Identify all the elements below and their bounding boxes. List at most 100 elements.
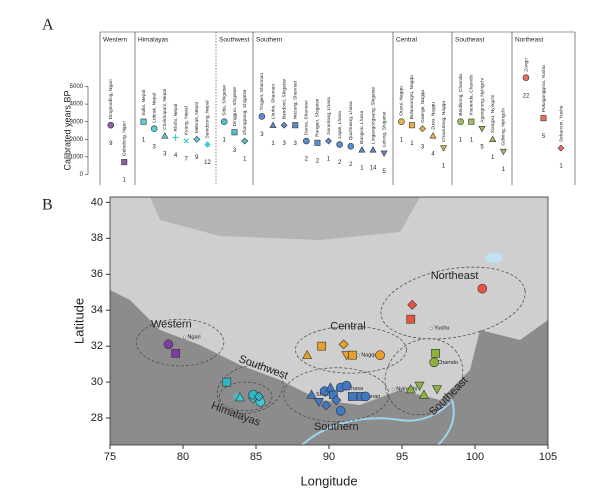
y-axis-title: Calibrated years BP [62,90,72,170]
y-tick-label: 1000 [70,154,84,160]
marker [121,159,128,166]
sample-count: 5 [382,169,386,175]
site-label: Zongri [523,58,529,72]
sample-count: 12 [204,160,211,166]
marker [419,125,426,133]
panel-label: A [42,17,54,34]
site-label: Gebulong, Ngari [121,121,127,156]
site-label: Beidikong, Chamdo [458,73,464,115]
city-label: Yushu [434,326,449,332]
y-tick-label: 28 [91,412,103,424]
marker [336,141,343,148]
marker [163,339,174,350]
marker [321,400,332,411]
marker [418,389,429,399]
sample-count: 3 [421,144,425,150]
x-tick-label: 90 [323,451,335,463]
sample-count: 3 [282,141,286,147]
site-label: Lajue, Lhasa [337,111,343,139]
panel-label: B [42,197,53,214]
site-label: Ouzui, Nagqu [399,86,405,116]
sample-count: 2 [349,162,353,168]
site-label: Gaerge, Nagqu [420,90,426,123]
marker [313,397,324,407]
marker [183,138,189,144]
site-label: Mebrak, Nepal [194,102,200,133]
site-label: Zhongpang, Shigatse [242,89,248,135]
city-label: Ngari [187,335,200,341]
site-label: Sitla, Shigatse [221,85,227,116]
marker [348,350,357,360]
site-label: Nezang, Shannan [292,80,298,119]
marker [258,113,266,120]
marker [303,137,310,145]
site-label: Gdiving, Nyingchi [501,108,507,145]
marker [478,126,486,133]
x-tick-label: 100 [466,451,484,463]
y-tick-label: 2000 [70,137,84,143]
sample-count: 1 [442,164,446,170]
site-label: Jiarunlang, Lhasa [326,97,332,135]
marker [489,135,497,142]
site-label: Lingangongsang, Shigatse [370,87,376,144]
region-outline [216,364,284,414]
site-label: Qiazhuang, Lhasa [348,101,354,140]
region-outline [380,266,526,340]
marker [107,121,115,129]
city-label: Lhasa [348,386,364,392]
site-label: Lhuhe, Shannan [270,84,276,120]
sample-count: 14 [370,165,377,171]
x-tick-label: 75 [104,451,116,463]
marker [540,115,547,122]
marker [477,283,488,294]
sample-count: 7 [184,157,188,163]
city-point [356,353,360,357]
marker [150,125,158,133]
site-label: Chokhopani, Nepal [162,89,168,130]
marker [292,122,299,129]
city-point [182,335,187,339]
marker [302,350,313,360]
marker [408,122,415,129]
y-tick-label: 38 [91,232,103,244]
sample-count: 1 [142,137,146,143]
y-tick-label: 3000 [70,119,84,125]
sample-count: 1 [400,137,404,143]
city-label: Nyingchi [396,387,417,393]
region-label: Central [330,320,365,332]
y-axis-title: Latitude [71,298,86,344]
marker [140,118,147,125]
sample-count: 4 [174,153,178,159]
marker [360,391,371,402]
y-tick-label: 4000 [70,102,84,108]
marker [414,381,425,391]
sample-count: 1 [459,137,463,143]
sample-count: 3 [233,148,237,154]
site-label: Sebarcun, Yushu [558,105,564,142]
y-tick-label: 36 [91,268,103,280]
marker [468,118,475,125]
marker [280,121,288,129]
city-point [391,387,395,391]
marker [358,146,366,153]
marker [338,339,349,350]
sample-count: 2 [338,160,342,166]
site-label: Samdzong, Nepal [205,100,211,138]
marker [429,357,439,368]
marker [232,391,242,401]
y-tick-label: 32 [91,340,103,352]
marker [405,384,416,394]
site-label: Lelong, Shigatse [381,111,387,147]
marker [231,129,238,136]
sample-count: 3 [163,151,167,157]
marker [375,350,385,360]
x-tick-label: 80 [177,451,189,463]
marker [331,395,342,405]
marker [234,392,245,402]
sample-count: 1 [123,178,127,184]
sample-count: 4 [431,151,435,157]
marker [380,150,388,157]
site-label: Ranguo, Shigatse [315,98,321,136]
site-label: Chaxiutang, Nagqu [441,101,447,142]
